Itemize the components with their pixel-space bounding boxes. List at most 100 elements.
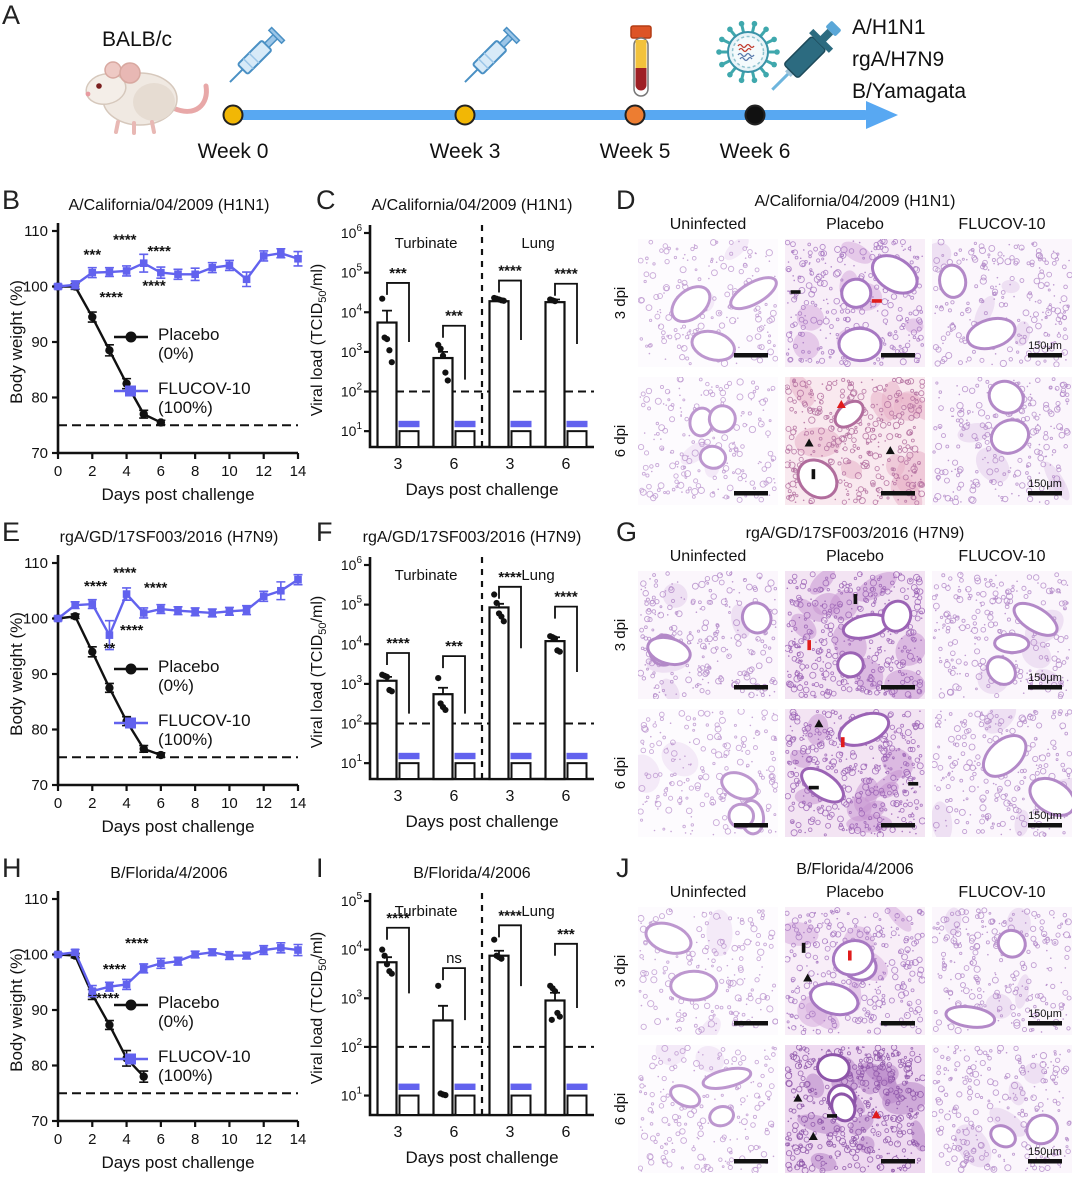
- svg-text:2: 2: [88, 795, 96, 812]
- svg-text:****: ****: [554, 266, 578, 283]
- week3-label: Week 3: [430, 140, 501, 163]
- legend-item-flucov: FLUCOV-10 (100%): [112, 711, 251, 749]
- svg-text:****: ****: [554, 589, 578, 606]
- legend-sublabel: (0%): [158, 676, 194, 696]
- svg-text:100: 100: [23, 947, 48, 964]
- svg-text:ns: ns: [446, 950, 462, 967]
- svg-text:100: 100: [23, 611, 48, 628]
- histology-image: [785, 239, 925, 367]
- timeline-dot-week5: [624, 104, 646, 126]
- viral-load-bar-chart-h1n1: 101 102 103 104 105 106 Turbinate Lung *** 3 *** 6 *…: [309, 223, 594, 499]
- svg-text:80: 80: [31, 390, 48, 407]
- panel-letter-i: I: [316, 853, 324, 883]
- svg-text:Lung: Lung: [521, 903, 554, 920]
- timeline-dot-week6: [744, 104, 766, 126]
- chart-title: B/Florida/4/2006: [413, 865, 531, 882]
- panel-body-weight-h1n1: B A/California/04/2009 (H1N1) 70 80 90 100 1…: [0, 185, 308, 517]
- histology-image: [638, 709, 778, 837]
- svg-text:***: ***: [557, 926, 575, 943]
- svg-text:10: 10: [221, 795, 238, 812]
- column-header-uninfected: Uninfected: [669, 884, 747, 901]
- row-label-6dpi: 6 dpi: [612, 756, 629, 790]
- histology-image: 150μm: [932, 709, 1072, 837]
- svg-text:Turbinate: Turbinate: [395, 235, 458, 252]
- histology-image: 150μm: [932, 377, 1072, 505]
- svg-text:101: 101: [341, 1086, 363, 1104]
- svg-text:6: 6: [450, 1124, 459, 1141]
- panel-viral-load-h1n1: C A/California/04/2009 (H1N1) 101 102 103 1…: [308, 185, 600, 517]
- body-weight-line-chart-h7n9: 70 80 90 100 110 0 2 4 6 8 10 12 14 Days post challen…: [7, 555, 306, 836]
- panel-body-weight-bflorida: H B/Florida/4/2006 70 80 90 100 110 0 2 4 6 8 10 12…: [0, 853, 308, 1185]
- svg-text:****: ****: [144, 579, 168, 596]
- histology-title: B/Florida/4/2006: [796, 861, 914, 878]
- panel-letter-j: J: [616, 853, 630, 883]
- blood-tube-icon: [630, 25, 652, 97]
- legend-label: FLUCOV-10: [158, 379, 251, 399]
- column-header-flucov: FLUCOV-10: [958, 884, 1046, 901]
- panel-letter-g: G: [616, 517, 638, 547]
- flucov-marker-icon: [114, 385, 148, 397]
- column-header-placebo: Placebo: [826, 548, 884, 565]
- svg-text:106: 106: [341, 555, 363, 573]
- svg-text:103: 103: [341, 988, 363, 1006]
- chart-legend: Placebo (0%) FLUCOV-10 (100%): [112, 657, 251, 749]
- svg-text:Lung: Lung: [521, 235, 554, 252]
- histology-image: 150μm: [932, 239, 1072, 367]
- svg-text:12: 12: [255, 1131, 272, 1148]
- legend-item-flucov: FLUCOV-10 (100%): [112, 379, 251, 417]
- chart-legend: Placebo (0%) FLUCOV-10 (100%): [112, 993, 251, 1085]
- timeline-arrowhead-icon: [866, 101, 898, 129]
- panel-letter-c: C: [316, 185, 336, 215]
- legend-label: Placebo: [158, 993, 220, 1012]
- strain-label-h7n9: rgA/H7N9: [852, 48, 944, 71]
- svg-text:6: 6: [562, 456, 571, 473]
- svg-text:14: 14: [290, 463, 307, 480]
- svg-text:4: 4: [122, 795, 130, 812]
- svg-text:****: ****: [113, 564, 137, 581]
- chart-title: A/California/04/2009 (H1N1): [371, 197, 573, 214]
- svg-text:105: 105: [341, 891, 363, 909]
- legend-label: Placebo: [158, 325, 220, 344]
- histology-image: [785, 709, 925, 837]
- histology-image: 150μm: [932, 571, 1072, 699]
- svg-text:****: ****: [386, 910, 410, 927]
- svg-text:90: 90: [31, 1002, 48, 1019]
- panel-viral-load-h7n9: F rgA/GD/17SF003/2016 (H7N9) 101 102 103 10…: [308, 517, 600, 849]
- svg-text:14: 14: [290, 1131, 307, 1148]
- svg-text:****: ****: [99, 289, 123, 306]
- row-label-6dpi: 6 dpi: [612, 424, 629, 458]
- syringe-icon-week3: [464, 26, 521, 83]
- svg-text:Days post challenge: Days post challenge: [101, 485, 254, 504]
- svg-text:6: 6: [157, 1131, 165, 1148]
- timeline-arrow: [228, 110, 870, 120]
- column-header-placebo: Placebo: [826, 884, 884, 901]
- row-label-3dpi: 3 dpi: [612, 954, 629, 988]
- legend-sublabel: (0%): [158, 344, 194, 364]
- placebo-marker-icon: [114, 663, 148, 675]
- svg-text:3: 3: [506, 456, 515, 473]
- svg-text:Body weight (%): Body weight (%): [7, 612, 26, 736]
- svg-text:***: ***: [84, 246, 102, 263]
- svg-text:****: ****: [498, 907, 522, 924]
- svg-text:110: 110: [24, 555, 48, 572]
- svg-text:103: 103: [341, 342, 363, 360]
- svg-text:****: ****: [147, 243, 171, 260]
- placebo-marker-icon: [114, 331, 148, 343]
- panel-histology-bflorida: J B/Florida/4/2006 Uninfected Placebo FL…: [600, 853, 1080, 1185]
- histology-image: [638, 1045, 778, 1173]
- svg-text:****: ****: [125, 935, 149, 952]
- column-header-flucov: FLUCOV-10: [958, 216, 1046, 233]
- svg-text:0: 0: [54, 795, 62, 812]
- body-weight-line-chart-bflorida: 70 80 90 100 110 0 2 4 6 8 10 12 14 Days post challen…: [7, 891, 307, 1172]
- column-header-uninfected: Uninfected: [669, 216, 747, 233]
- svg-text:6: 6: [157, 795, 165, 812]
- legend-sublabel: (100%): [158, 1066, 213, 1086]
- svg-text:Turbinate: Turbinate: [395, 567, 458, 584]
- svg-text:3: 3: [394, 456, 403, 473]
- svg-text:150μm: 150μm: [1028, 810, 1062, 822]
- chart-title: B/Florida/4/2006: [110, 865, 228, 882]
- panel-letter-h: H: [2, 853, 22, 883]
- challenge-syringe-icon: [771, 21, 841, 91]
- svg-text:2: 2: [88, 1131, 96, 1148]
